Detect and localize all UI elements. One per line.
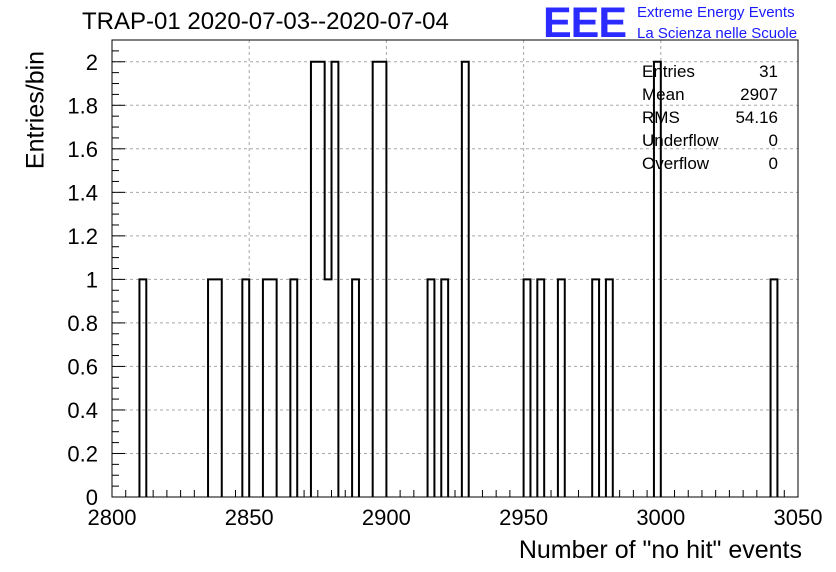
- histogram-bar-group: [309, 60, 340, 497]
- histogram-bar-group: [261, 278, 278, 497]
- y-tick-label: 0: [86, 485, 98, 510]
- stat-row-entries: Entries 31: [642, 60, 778, 83]
- y-tick-label: 0.6: [67, 354, 98, 379]
- x-tick-label: 3050: [774, 505, 823, 530]
- stat-row-overflow: Overflow 0: [642, 152, 778, 175]
- histogram-bar-group: [460, 60, 470, 497]
- stat-label: Overflow: [642, 154, 710, 173]
- x-tick-label: 2800: [88, 505, 137, 530]
- histogram-series: [138, 60, 779, 497]
- stat-row-mean: Mean 2907: [642, 83, 778, 106]
- y-tick-label: 1.8: [67, 93, 98, 118]
- x-axis-label: Number of "no hit" events: [518, 536, 802, 564]
- x-tick-label: 2950: [499, 505, 548, 530]
- stat-value: 54.16: [735, 108, 778, 127]
- stat-label: Underflow: [642, 131, 719, 150]
- stat-row-rms: RMS 54.16: [642, 106, 778, 129]
- logo-line-2: La Scienza nelle Scuole: [637, 25, 798, 42]
- y-tick-label: 1: [86, 267, 98, 292]
- histogram-bar-group: [604, 278, 614, 497]
- histogram-bar-group: [522, 278, 532, 497]
- histogram-bar-group: [556, 278, 566, 497]
- y-tick-label: 0.2: [67, 441, 98, 466]
- stat-label: RMS: [642, 108, 680, 127]
- tick-labels: 2800 2850 2900 2950 3000 3050 0 0.2 0.4 0.6 0.8 1 1.…: [67, 50, 822, 530]
- x-tick-label: 3000: [636, 505, 685, 530]
- histogram-bar-group: [652, 60, 662, 497]
- histogram-bar-group: [591, 278, 601, 497]
- histogram-bar-group: [207, 278, 223, 497]
- chart-title: TRAP-01 2020-07-03--2020-07-04: [82, 8, 449, 35]
- logo-line-1: Extreme Energy Events: [637, 4, 795, 21]
- histogram-bar-group: [138, 278, 148, 497]
- histogram-bar-group: [440, 278, 450, 497]
- x-tick-label: 2850: [225, 505, 274, 530]
- eee-logo: EEE: [543, 0, 627, 47]
- stat-label: Mean: [642, 85, 685, 104]
- stat-value: 31: [759, 62, 778, 81]
- stat-value: 0: [768, 131, 778, 150]
- y-tick-label: 0.4: [67, 398, 98, 423]
- stats-box: Entries 31 Mean 2907 RMS 54.16 Underflow…: [642, 60, 778, 175]
- histogram-bar-group: [371, 60, 388, 497]
- histogram-bar-group: [289, 278, 299, 497]
- stat-label: Entries: [642, 62, 695, 81]
- stat-value: 0: [768, 154, 778, 173]
- histogram-bar-group: [536, 278, 546, 497]
- histogram-bar-group: [426, 278, 436, 497]
- histogram-bar-group: [241, 278, 251, 497]
- y-tick-label: 1.6: [67, 137, 98, 162]
- histogram-bar-group: [351, 278, 360, 497]
- stat-row-underflow: Underflow 0: [642, 129, 778, 152]
- y-tick-label: 1.2: [67, 224, 98, 249]
- y-tick-label: 0.8: [67, 311, 98, 336]
- stat-value: 2907: [740, 85, 778, 104]
- y-axis-label: Entries/bin: [21, 50, 50, 170]
- y-tick-label: 2: [86, 50, 98, 75]
- y-tick-label: 1.4: [67, 180, 98, 205]
- x-tick-label: 2900: [362, 505, 411, 530]
- histogram-bar-group: [769, 278, 779, 497]
